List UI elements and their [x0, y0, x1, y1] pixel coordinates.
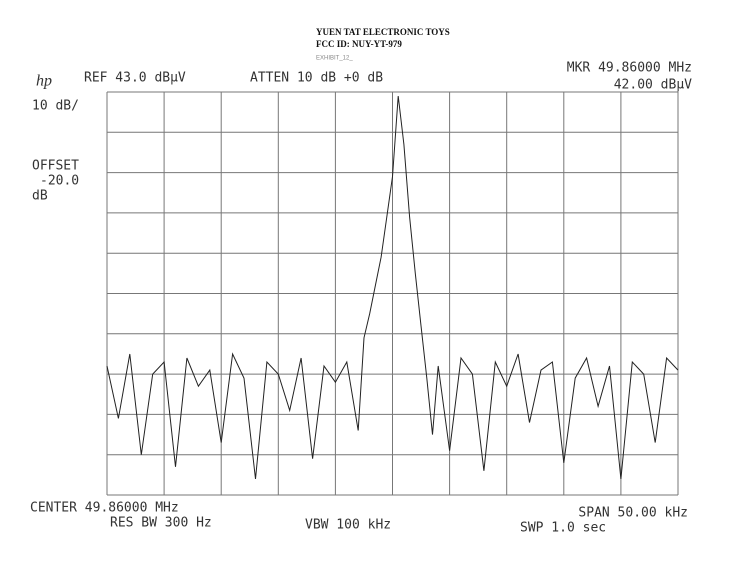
company: YUEN TAT ELECTRONIC TOYS: [316, 27, 450, 37]
offset: OFFSET: [32, 159, 79, 174]
attenuation: ATTEN 10 dB +0 dB: [250, 71, 383, 86]
rbw: RES BW 300 Hz: [110, 516, 212, 531]
vbw: VBW 100 kHz: [305, 518, 391, 533]
fcc-id: FCC ID: NUY-YT-979: [316, 39, 402, 49]
offset-unit: dB: [32, 189, 48, 204]
ref-level: REF 43.0 dBµV: [84, 71, 186, 86]
logo: hp: [36, 73, 52, 90]
marker-level: 42.00 dBµV: [614, 78, 692, 93]
span: SPAN 50.00 kHz: [578, 506, 688, 521]
center: CENTER 49.86000 MHz: [30, 501, 179, 516]
scale: 10 dB/: [32, 99, 79, 114]
exhibit: EXHIBIT_12_: [316, 56, 353, 62]
offset-value: -20.0: [40, 174, 79, 189]
trace: [106, 95, 679, 479]
marker-freq: MKR 49.86000 MHz: [567, 61, 692, 76]
sweep: SWP 1.0 sec: [520, 521, 606, 536]
